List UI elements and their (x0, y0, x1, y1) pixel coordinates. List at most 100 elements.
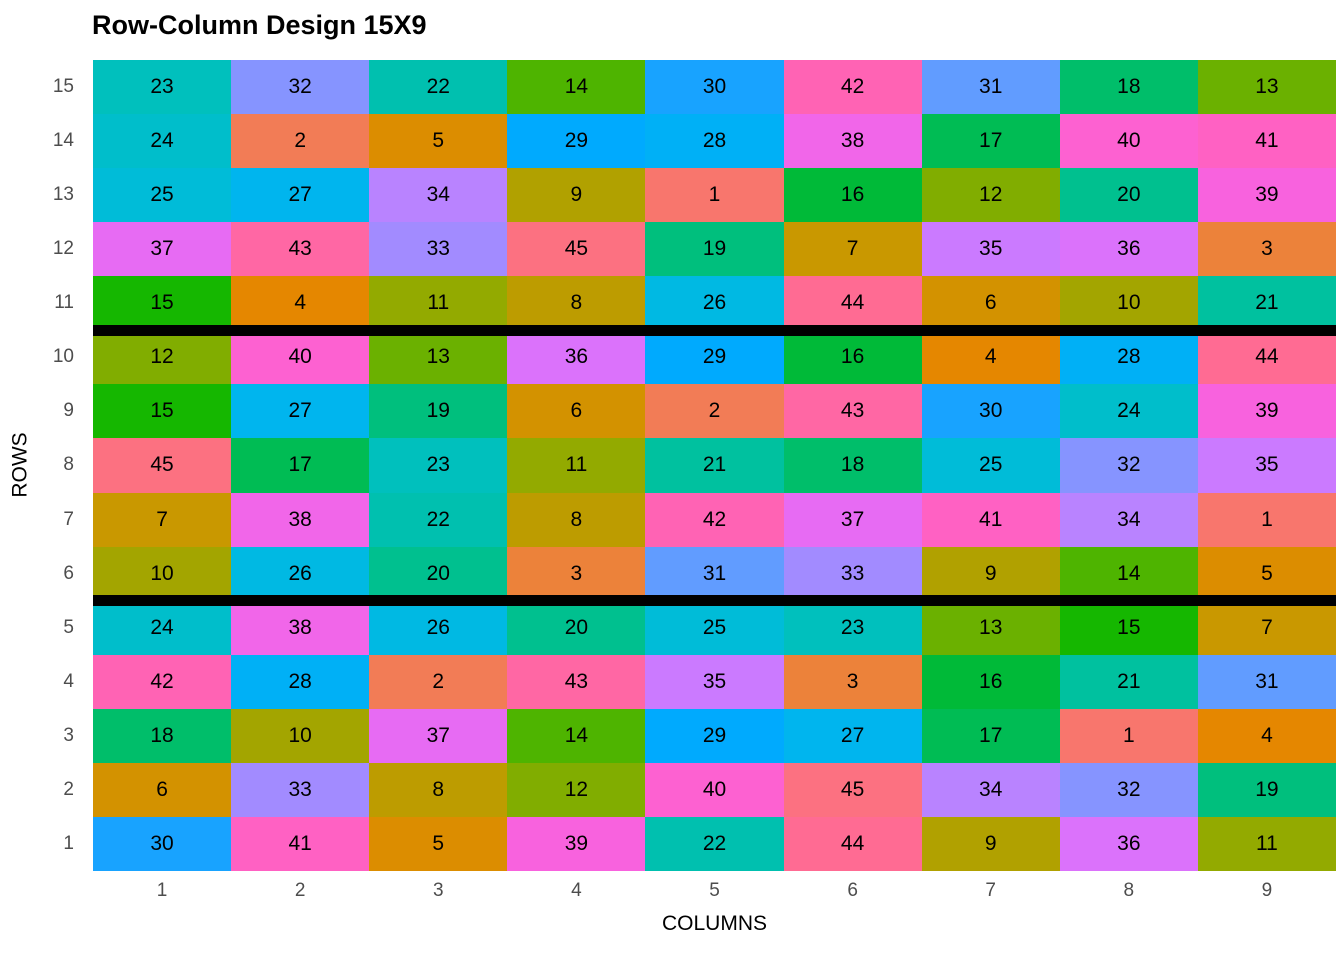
grid-cell-r10-c8: 28 (1059, 330, 1198, 385)
grid-cell-r8-c6: 18 (783, 438, 922, 493)
grid-cell-r15-c6: 42 (783, 60, 922, 115)
grid-cell-r1-c9: 11 (1197, 816, 1336, 871)
grid-cell-r3-c6: 27 (783, 708, 922, 763)
row-tick-label-15: 15 (52, 76, 74, 98)
grid-cell-r3-c1: 18 (93, 708, 232, 763)
grid-cell-r6-c5: 31 (645, 546, 784, 601)
grid-cell-r14-c7: 17 (921, 114, 1060, 169)
grid-cell-r4-c7: 16 (921, 654, 1060, 709)
grid-cell-r6-c9: 5 (1197, 546, 1336, 601)
col-tick-label-7: 7 (985, 880, 996, 901)
grid-cell-r2-c5: 40 (645, 762, 784, 817)
grid-cell-r9-c8: 24 (1059, 384, 1198, 439)
grid-cell-r9-c1: 15 (93, 384, 232, 439)
y-axis-tick-labels: 15 14 13 12 11 10 9 8 7 6 5 4 3 2 1 (0, 60, 84, 871)
grid-cell-r15-c5: 30 (645, 60, 784, 115)
grid-cell-r12-c1: 37 (93, 222, 232, 277)
grid-cell-r9-c7: 30 (921, 384, 1060, 439)
grid-cell-r9-c5: 2 (645, 384, 784, 439)
grid-cell-r12-c2: 43 (231, 222, 370, 277)
grid-cell-r6-c2: 26 (231, 546, 370, 601)
grid-cell-r14-c6: 38 (783, 114, 922, 169)
grid-cell-r2-c2: 33 (231, 762, 370, 817)
grid-cell-r14-c5: 28 (645, 114, 784, 169)
grid-cell-r5-c7: 13 (921, 600, 1060, 655)
grid-cell-r2-c9: 19 (1197, 762, 1336, 817)
grid-cell-r11-c6: 44 (783, 276, 922, 331)
grid-cell-r8-c8: 32 (1059, 438, 1198, 493)
grid-cell-r3-c3: 37 (369, 708, 508, 763)
row-tick-label-8: 8 (63, 454, 74, 476)
grid-cell-r13-c9: 39 (1197, 168, 1336, 223)
grid-cell-r2-c4: 12 (507, 762, 646, 817)
grid-cell-r14-c1: 24 (93, 114, 232, 169)
grid-cell-r3-c7: 17 (921, 708, 1060, 763)
grid-cell-r13-c2: 27 (231, 168, 370, 223)
grid-cell-r1-c4: 39 (507, 816, 646, 871)
grid-cell-r7-c9: 1 (1197, 492, 1336, 547)
row-tick-label-6: 6 (63, 562, 74, 584)
block-separator-line (93, 595, 1336, 607)
grid-cell-r12-c3: 33 (369, 222, 508, 277)
grid-cell-r1-c5: 22 (645, 816, 784, 871)
grid-cell-r4-c9: 31 (1197, 654, 1336, 709)
grid-cell-r15-c7: 31 (921, 60, 1060, 115)
grid-cell-r4-c1: 42 (93, 654, 232, 709)
grid-cell-r8-c1: 45 (93, 438, 232, 493)
grid-cell-r5-c6: 23 (783, 600, 922, 655)
row-tick-label-1: 1 (63, 832, 74, 854)
grid-cell-r12-c8: 36 (1059, 222, 1198, 277)
grid-cell-r10-c3: 13 (369, 330, 508, 385)
grid-cell-r6-c1: 10 (93, 546, 232, 601)
grid-cell-r1-c3: 5 (369, 816, 508, 871)
col-tick-label-8: 8 (1123, 880, 1135, 901)
grid-cell-r13-c8: 20 (1059, 168, 1198, 223)
row-tick-label-11: 11 (54, 292, 74, 314)
grid-cell-r6-c4: 3 (507, 546, 646, 601)
grid-cell-r8-c7: 25 (921, 438, 1060, 493)
grid-cell-r9-c3: 19 (369, 384, 508, 439)
grid-cell-r6-c6: 33 (783, 546, 922, 601)
grid-cell-r15-c1: 23 (93, 60, 232, 115)
row-tick-label-14: 14 (52, 130, 74, 152)
col-tick-label-2: 2 (294, 880, 306, 901)
grid-cell-r5-c3: 26 (369, 600, 508, 655)
grid-cell-r14-c3: 5 (369, 114, 508, 169)
grid-cell-r7-c3: 22 (369, 492, 508, 547)
grid-cell-r15-c8: 18 (1059, 60, 1198, 115)
col-tick-label-1: 1 (156, 880, 168, 901)
grid-cell-r5-c9: 7 (1197, 600, 1336, 655)
grid-cell-r11-c5: 26 (645, 276, 784, 331)
grid-cell-r4-c5: 35 (645, 654, 784, 709)
grid-cell-r4-c6: 3 (783, 654, 922, 709)
grid-cell-r7-c5: 42 (645, 492, 784, 547)
col-tick-label-6: 6 (847, 880, 858, 901)
grid-cell-r14-c9: 41 (1197, 114, 1336, 169)
grid-cell-r11-c7: 6 (921, 276, 1060, 331)
grid-cell-r2-c7: 34 (921, 762, 1060, 817)
chart-title: Row-Column Design 15X9 (92, 10, 427, 40)
grid-cell-r5-c8: 15 (1059, 600, 1198, 655)
x-axis-tick-labels: 1 2 3 4 5 6 7 8 9 (93, 880, 1336, 906)
grid-cell-r13-c7: 12 (921, 168, 1060, 223)
grid-cell-r12-c5: 19 (645, 222, 784, 277)
grid-cell-r1-c2: 41 (231, 816, 370, 871)
grid-cell-r13-c6: 16 (783, 168, 922, 223)
grid-cell-r6-c8: 14 (1059, 546, 1198, 601)
grid-cell-r14-c4: 29 (507, 114, 646, 169)
grid-cell-r8-c5: 21 (645, 438, 784, 493)
grid-cell-r11-c8: 10 (1059, 276, 1198, 331)
grid-cell-r7-c2: 38 (231, 492, 370, 547)
grid-cell-r8-c2: 17 (231, 438, 370, 493)
grid-cell-r7-c7: 41 (921, 492, 1060, 547)
grid-cell-r13-c5: 1 (645, 168, 784, 223)
grid-cell-r1-c6: 44 (783, 816, 922, 871)
grid-cell-r3-c9: 4 (1197, 708, 1336, 763)
grid-cell-r6-c7: 9 (921, 546, 1060, 601)
row-tick-label-12: 12 (52, 238, 74, 260)
row-tick-label-5: 5 (63, 616, 74, 638)
grid-cell-r1-c7: 9 (921, 816, 1060, 871)
grid-cell-r11-c1: 15 (93, 276, 232, 331)
block-separator-line (93, 324, 1336, 336)
grid-cell-r14-c8: 40 (1059, 114, 1198, 169)
